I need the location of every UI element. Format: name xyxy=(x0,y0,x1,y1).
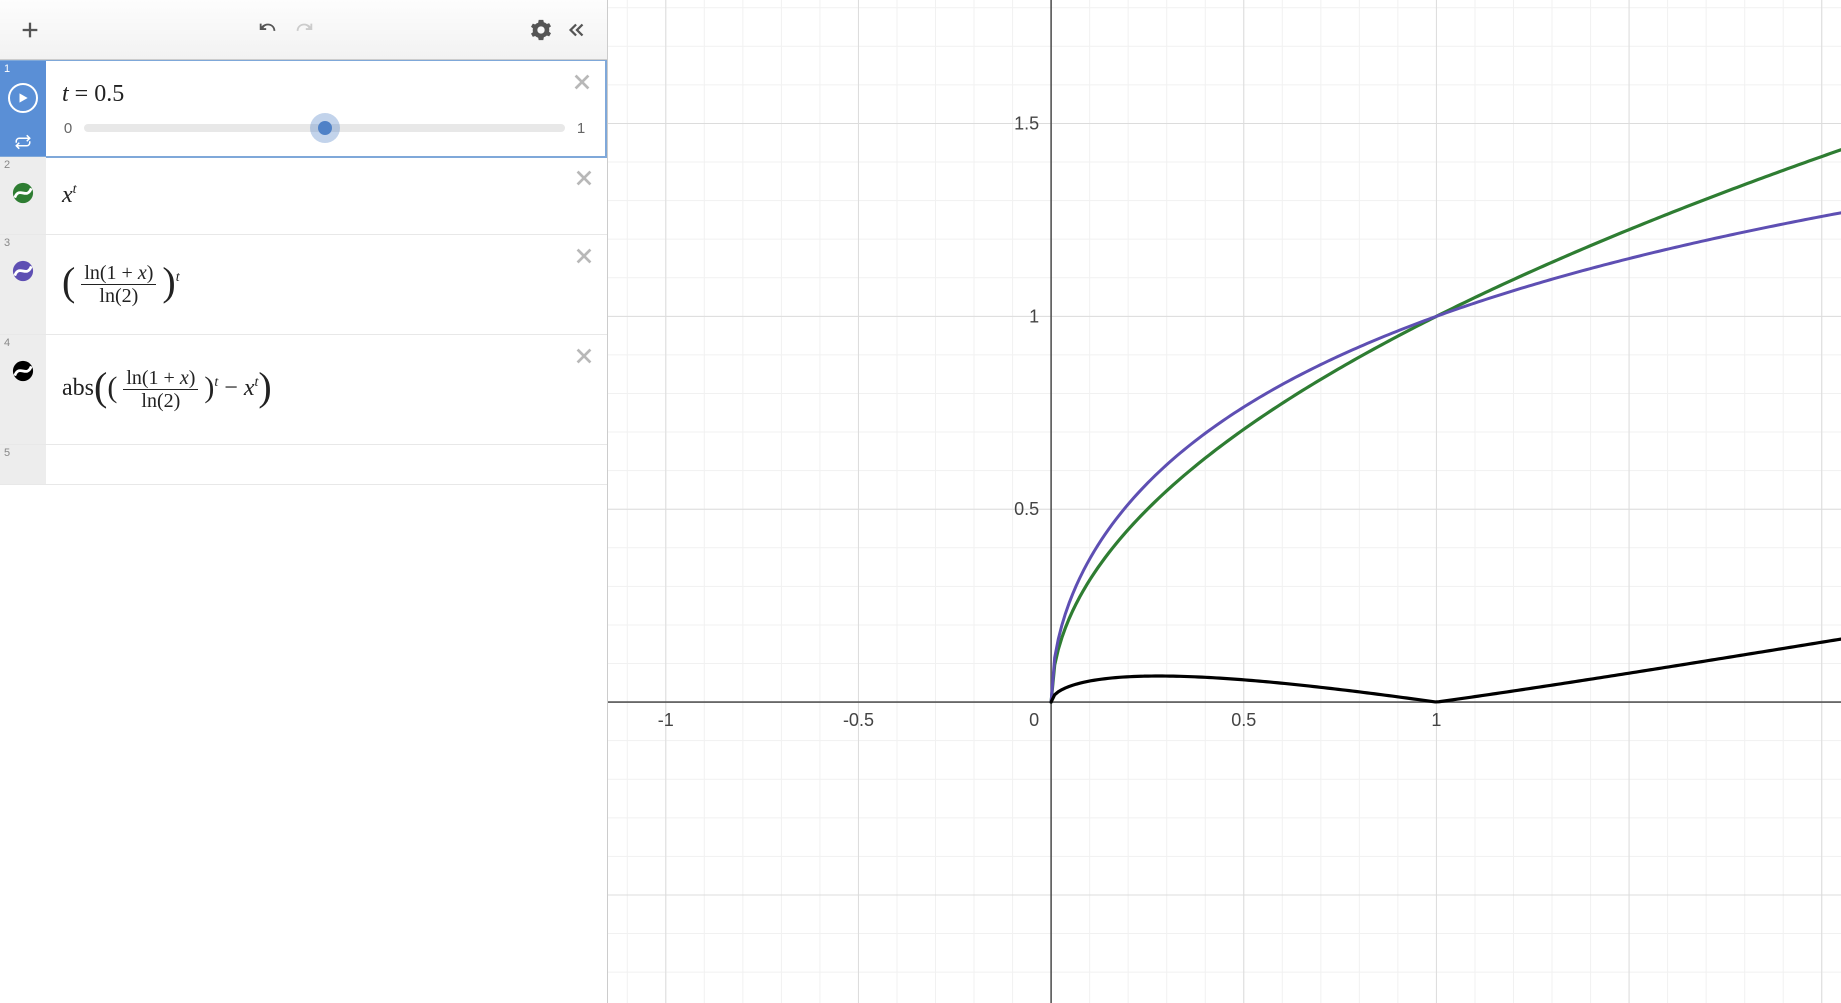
expression-row[interactable]: 2 xt xyxy=(0,157,607,235)
panel-toolbar xyxy=(0,0,607,60)
expression-latex: abs(( ln(1 + x)ln(2) )t − xt) xyxy=(62,367,589,412)
expression-row[interactable]: 1 t = 0.5 0 xyxy=(0,60,607,158)
x-tick-label: -0.5 xyxy=(843,710,874,730)
slider-value: 0.5 xyxy=(94,81,124,107)
chevron-double-left-icon xyxy=(566,19,588,41)
curve-green[interactable] xyxy=(1051,150,1841,702)
x-tick-label: 0.5 xyxy=(1231,710,1256,730)
expression-gutter: 5 xyxy=(0,445,46,484)
add-expression-button[interactable] xyxy=(12,12,48,48)
settings-button[interactable] xyxy=(523,12,559,48)
expression-gutter: 4 xyxy=(0,335,46,444)
close-icon xyxy=(573,345,595,367)
expression-content[interactable]: abs(( ln(1 + x)ln(2) )t − xt) xyxy=(46,335,607,444)
expression-content[interactable]: ( ln(1 + x)ln(2) )t xyxy=(46,235,607,334)
curve-black[interactable] xyxy=(1051,639,1841,702)
y-tick-label: 1 xyxy=(1029,306,1039,326)
expression-panel: 1 t = 0.5 0 xyxy=(0,0,608,1003)
x-tick-label: 1 xyxy=(1431,710,1441,730)
delete-expression-button[interactable] xyxy=(571,71,593,98)
expression-latex: xt xyxy=(62,182,589,209)
expression-index: 1 xyxy=(4,63,10,75)
expression-content: t = 0.5 0 1 xyxy=(46,61,605,156)
delete-expression-button[interactable] xyxy=(573,245,595,272)
close-icon xyxy=(573,167,595,189)
y-tick-label: 0.5 xyxy=(1014,499,1039,519)
x-tick-label: -1 xyxy=(658,710,674,730)
slider-play-button[interactable] xyxy=(8,83,38,113)
expression-index: 3 xyxy=(4,237,10,249)
app-root: 1 t = 0.5 0 xyxy=(0,0,1841,1003)
gear-icon xyxy=(530,19,552,41)
plus-icon xyxy=(19,19,41,41)
curve-purple[interactable] xyxy=(1051,213,1841,702)
loop-icon xyxy=(14,133,32,151)
expression-color-toggle[interactable] xyxy=(9,357,37,385)
expression-index: 4 xyxy=(4,337,10,349)
expression-color-toggle[interactable] xyxy=(9,179,37,207)
expression-latex: ( ln(1 + x)ln(2) )t xyxy=(62,262,589,307)
expression-gutter: 2 xyxy=(0,157,46,234)
expression-index: 5 xyxy=(4,447,10,459)
origin-label: 0 xyxy=(1029,710,1039,730)
slider-max-label[interactable]: 1 xyxy=(575,120,587,137)
slider-min-label[interactable]: 0 xyxy=(62,120,74,137)
graph-canvas[interactable]: -1 -0.5 0.5 1 0.5 1 1.5 0 xyxy=(608,0,1841,1003)
play-icon xyxy=(16,91,30,105)
close-icon xyxy=(573,245,595,267)
expression-gutter: 3 xyxy=(0,235,46,334)
collapse-panel-button[interactable] xyxy=(559,12,595,48)
y-tick-label: 1.5 xyxy=(1014,113,1039,133)
expression-color-toggle[interactable] xyxy=(9,257,37,285)
curve-icon xyxy=(12,260,34,282)
slider-track[interactable] xyxy=(84,124,565,132)
major-grid xyxy=(608,0,1841,1003)
graph-area[interactable]: -1 -0.5 0.5 1 0.5 1 1.5 0 xyxy=(608,0,1841,1003)
curve-icon xyxy=(12,360,34,382)
expression-row[interactable]: 4 abs(( ln(1 + x)ln(2) )t − xt) xyxy=(0,335,607,445)
expression-row-empty[interactable]: 5 xyxy=(0,445,607,485)
undo-icon xyxy=(257,19,279,41)
minor-grid xyxy=(608,0,1841,1003)
expression-gutter: 1 xyxy=(0,61,46,156)
slider-loop-button[interactable] xyxy=(14,133,32,156)
expression-content[interactable]: xt xyxy=(46,157,607,234)
slider-thumb[interactable] xyxy=(318,121,332,135)
delete-expression-button[interactable] xyxy=(573,345,595,372)
undo-button[interactable] xyxy=(250,12,286,48)
slider-value-display[interactable]: t = 0.5 xyxy=(62,81,587,108)
expression-row[interactable]: 3 ( ln(1 + x)ln(2) )t xyxy=(0,235,607,335)
redo-button[interactable] xyxy=(286,12,322,48)
redo-icon xyxy=(293,19,315,41)
curve-icon xyxy=(12,182,34,204)
expression-index: 2 xyxy=(4,159,10,171)
delete-expression-button[interactable] xyxy=(573,167,595,194)
close-icon xyxy=(571,71,593,93)
slider-control[interactable]: 0 1 xyxy=(62,120,587,137)
expression-content[interactable] xyxy=(46,445,607,484)
expression-list: 1 t = 0.5 0 xyxy=(0,60,607,1003)
